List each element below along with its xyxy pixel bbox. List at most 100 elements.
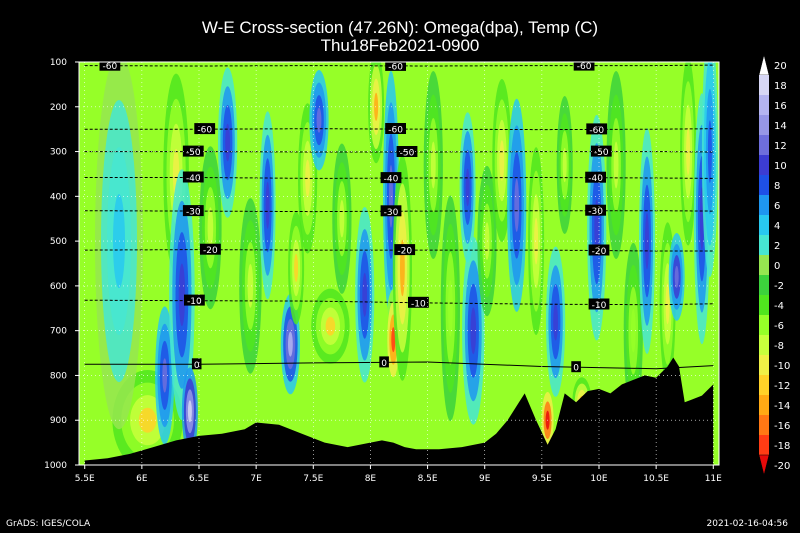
contour-label: -50 [400,149,415,159]
x-tick-label: 8E [365,474,377,484]
x-tick-label: 10E [590,474,607,484]
colorbar-label: 18 [774,81,787,92]
field-cell [247,264,254,308]
contour-label: 0 [381,359,387,369]
colorbar-swatch [759,435,769,456]
contour-label-box [182,171,204,183]
contour-label: -60 [388,62,403,72]
colorbar-label: -20 [774,461,790,472]
colorbar-label: 10 [774,161,787,172]
contour-label: -40 [186,174,201,184]
colorbar-label: 12 [774,141,787,152]
field-cell [288,331,293,357]
contour-label: -40 [384,175,399,185]
contour-label-box [194,123,216,135]
y-tick-label: 700 [50,327,67,337]
x-tick-label: 7.5E [303,474,323,484]
contour-label-box [380,172,402,184]
field-cell [499,140,505,181]
colorbar-label: -12 [774,381,790,392]
colorbar: 20181614121086420-2-4-6-8-10-12-14-16-18… [758,54,790,476]
contour-label-box [573,59,595,71]
colorbar-label: -18 [774,441,790,452]
contour-label: -50 [594,148,609,158]
x-tick-label: 5.5E [75,474,95,484]
contour-label: -10 [187,297,202,307]
contour-label-box [588,298,610,310]
colorbar-label: 14 [774,121,787,132]
y-tick-label: 800 [50,371,67,381]
contour-label-box [182,205,204,217]
colorbar-swatch [759,275,769,296]
colorbar-label: 16 [774,101,787,112]
contour-label-box [385,59,406,71]
contour-label: -20 [397,247,412,257]
field-cell [430,141,436,189]
contour-label: -60 [197,126,212,136]
terrain [84,357,714,465]
field-cell [534,217,539,265]
contour-label-box [182,145,204,157]
colorbar-swatch [759,415,769,436]
colorbar-label: 20 [774,61,787,72]
colorbar-swatch [759,175,769,196]
contour-label: -30 [384,208,399,218]
field-cell [613,141,619,189]
y-tick-label: 900 [50,416,67,426]
y-tick-label: 600 [50,282,67,292]
field-cell [362,272,368,317]
contour-label-box [585,204,606,216]
x-tick-label: 8.5E [418,474,438,484]
contour-label-box [184,294,205,306]
colorbar-swatch [759,195,769,216]
x-tick-label: 11E [705,474,722,484]
colorbar-label: 6 [774,201,780,212]
y-tick-label: 200 [50,103,67,113]
colorbar-swatch [759,75,769,96]
contour-label: -60 [388,126,403,136]
contour-label-box [586,123,608,135]
contour-label: -60 [589,126,604,136]
colorbar-swatch [759,115,769,136]
colorbar-swatch [759,135,769,156]
colorbar-label: -16 [774,421,790,432]
colorbar-label: 8 [774,181,780,192]
x-tick-label: 10.5E [643,474,669,484]
contour-label: -40 [588,174,603,184]
field-cell [465,168,470,207]
footer-credit: GrADS: IGES/COLA [6,519,91,529]
y-axis: 100 200 300 400 500 600 700 800 900 1000 [44,58,79,471]
contour-label-box [99,59,121,71]
contour-label-box [571,361,581,373]
field-cell [316,107,322,133]
colorbar-swatch [759,215,769,236]
field-cell [187,400,192,423]
contour-label-box [590,145,612,157]
colorbar-swatch [759,295,769,316]
colorbar-label: -14 [774,401,790,412]
colorbar-swatch [759,355,769,376]
colorbar-swatch [759,235,769,256]
field-cell [562,147,567,183]
colorbar-label: -6 [774,321,784,332]
contour-label: -50 [186,148,201,158]
x-tick-label: 9E [479,474,491,484]
colorbar-label: -10 [774,361,790,372]
contour-label: -10 [411,299,426,309]
contour-label: 0 [573,364,579,374]
colorbar-label: -8 [774,341,784,352]
field-cell [448,280,453,337]
y-tick-label: 400 [50,192,67,202]
contour-label: -30 [186,208,201,218]
field-cell [391,327,396,353]
colorbar-label: -2 [774,281,784,292]
y-tick-label: 300 [50,148,67,158]
contour-label-box [585,171,606,183]
footer-timestamp: 2021-02-16-04:56 [706,519,789,529]
y-tick-label: 1000 [44,461,67,471]
temperature-contour-line [84,128,714,131]
contour-label: -20 [592,247,607,257]
x-tick-label: 7E [250,474,262,484]
field-cell [207,207,214,249]
